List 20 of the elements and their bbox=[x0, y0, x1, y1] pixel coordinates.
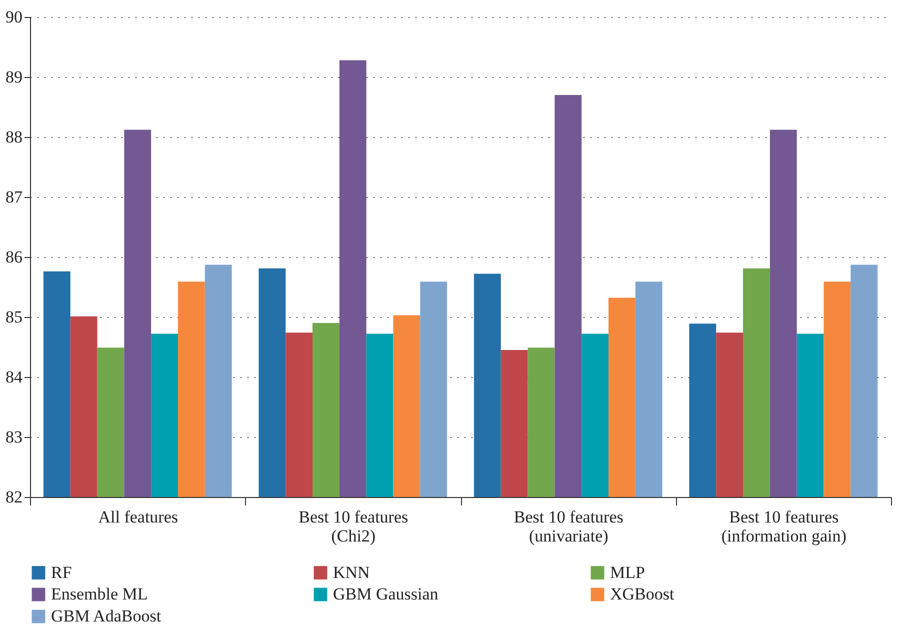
y-tick-label: 86 bbox=[6, 248, 22, 266]
y-tick-label: 84 bbox=[6, 368, 23, 386]
x-tick-label: Best 10 features (univariate) bbox=[514, 508, 624, 546]
x-tick-label: Best 10 features (information gain) bbox=[721, 508, 846, 546]
legend-label: KNN bbox=[333, 562, 370, 582]
y-tick-label: 83 bbox=[6, 428, 22, 446]
y-tick-label: 90 bbox=[6, 8, 22, 26]
x-tick-label: All features bbox=[98, 508, 178, 526]
y-tick-label: 85 bbox=[6, 308, 22, 326]
y-tick-label: 88 bbox=[6, 128, 22, 146]
x-tick-label: Best 10 features (Chi2) bbox=[298, 508, 408, 546]
legend-label: RF bbox=[51, 562, 72, 582]
legend-label: GBM AdaBoost bbox=[51, 606, 162, 626]
y-tick-label: 87 bbox=[6, 188, 23, 206]
legend-label: XGBoost bbox=[610, 584, 675, 604]
legend-label: MLP bbox=[610, 562, 645, 582]
y-tick-label: 82 bbox=[6, 488, 22, 506]
legend-label: Ensemble ML bbox=[51, 584, 148, 604]
y-tick-label: 89 bbox=[6, 68, 22, 86]
legend-label: GBM Gaussian bbox=[333, 584, 439, 604]
